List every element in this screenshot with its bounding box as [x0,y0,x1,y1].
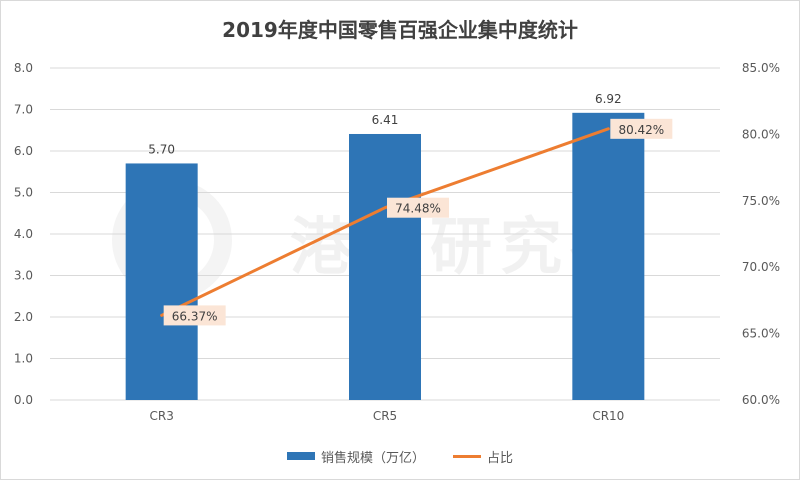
line-series [160,127,610,317]
x-tick-label: CR5 [373,409,397,423]
legend-item-line: 占比 [453,447,513,466]
left-tick-label: 7.0 [14,103,33,117]
line-value-label-bg [163,305,226,326]
legend-label-line: 占比 [487,450,514,466]
legend-label-bar: 销售规模（万亿） [320,450,425,466]
right-tick-label: 60.0% [742,393,780,407]
bar-value-label: 5.70 [148,142,175,156]
right-axis-ticks: 60.0% 65.0% 70.0% 75.0% 80.0% 85.0% [742,61,780,407]
left-tick-label: 6.0 [14,144,33,158]
right-tick-label: 85.0% [742,61,780,75]
legend-swatch-bar [286,452,315,460]
bar [125,163,198,400]
bar-value-label: 6.41 [372,113,399,127]
bar-value-label: 6.92 [595,92,622,106]
x-tick-label: CR10 [592,409,624,423]
line-value-label-bg [387,197,449,218]
right-tick-label: 75.0% [742,194,780,208]
line-value-label: 74.48% [395,202,441,216]
left-tick-label: 1.0 [14,352,33,366]
legend: 销售规模（万亿） 占比 [0,446,800,466]
left-axis-ticks: 0.0 1.0 2.0 3.0 4.0 5.0 6.0 7.0 8.0 [14,61,33,407]
left-tick-label: 2.0 [14,310,33,324]
left-tick-label: 4.0 [14,227,33,241]
x-tick-label: CR3 [149,409,173,423]
bar [349,133,421,401]
left-tick-label: 8.0 [14,61,33,75]
line-path [160,127,610,317]
bar-series [125,112,645,401]
right-tick-label: 80.0% [742,127,780,141]
line-value-label: 66.37% [172,309,218,323]
line-value-label: 80.42% [618,123,664,137]
left-tick-label: 5.0 [14,186,33,200]
bar [572,112,645,400]
left-tick-label: 0.0 [14,393,33,407]
data-labels: 5.70 6.41 6.92 66.37% 74.48% 80.42% [148,92,673,326]
legend-item-bar: 销售规模（万亿） [286,447,425,466]
right-tick-label: 70.0% [742,260,780,274]
left-tick-label: 3.0 [14,269,33,283]
chart-title: 2019年度中国零售百强企业集中度统计 [222,18,578,42]
legend-swatch-line [453,454,481,458]
line-value-label-bg [610,118,673,139]
x-axis-ticks: CR3 CR5 CR10 [149,409,624,423]
right-tick-label: 65.0% [742,327,780,341]
